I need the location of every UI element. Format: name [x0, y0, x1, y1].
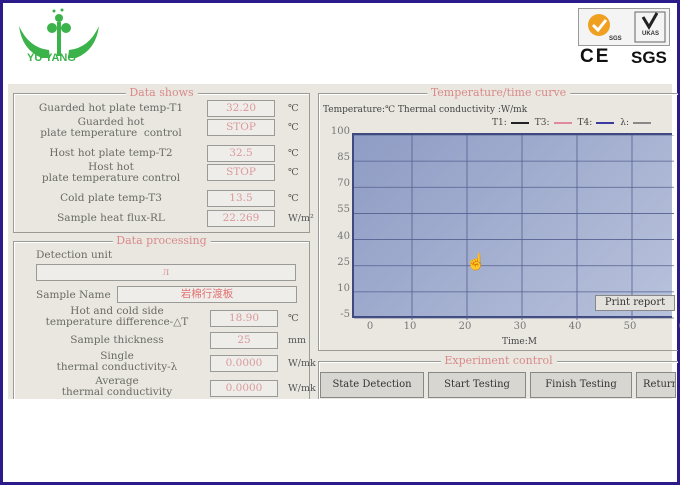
y-tick-label: 10: [337, 282, 350, 294]
y-tick-label: 70: [337, 178, 350, 190]
data-processing-panel: Data processing: [13, 234, 310, 401]
legend-entry: T1:: [492, 118, 529, 128]
row-value: 18.90: [210, 310, 278, 327]
hand-cursor-icon: ☝: [466, 252, 486, 271]
row-label: Host hot plate temp-T2: [49, 147, 173, 159]
y-tick-label: 25: [337, 256, 350, 268]
legend-entry: T4:: [578, 118, 615, 128]
curve-units-text: Temperature:℃ Thermal conductivity :W/mk: [323, 105, 528, 115]
x-axis-label: Time:M: [502, 337, 537, 347]
row-value: 0.0000: [210, 355, 278, 372]
legend-swatch: [553, 121, 572, 124]
row-unit: W/mk: [288, 358, 316, 369]
row-label: Guarded hot plate temp-T1: [38, 102, 184, 114]
x-tick-label: 50: [623, 321, 637, 332]
row-value: 32.20: [207, 100, 275, 117]
legend-entry: λ:: [620, 118, 652, 128]
sgs-ukas-icon: [588, 11, 666, 43]
row-label: Sample heat flux-RL: [57, 212, 165, 224]
sample-name-field[interactable]: 岩棉行渡板: [117, 286, 297, 303]
y-tick-label: 85: [337, 152, 350, 164]
row-label: Host hot plate temperature control: [41, 161, 181, 184]
row-label: Sample thickness: [70, 334, 164, 346]
x-tick-label: 10: [403, 321, 417, 332]
curve-panel: Temperature/time curve: [318, 86, 678, 351]
x-tick-label: 0: [366, 321, 374, 332]
detection-unit-label: Detection unit: [36, 249, 113, 261]
row-value: STOP: [207, 119, 275, 136]
row-label: Guarded hot plate temperature control: [40, 116, 182, 139]
row-value: 13.5: [207, 190, 275, 207]
row-unit: W/m²: [288, 213, 314, 224]
x-tick-label: 60: [677, 321, 680, 332]
detection-unit-field[interactable]: л: [36, 264, 296, 281]
x-tick-label: 20: [458, 321, 472, 332]
row-label: Single thermal conductivity-λ: [56, 350, 178, 373]
experiment-control-title: Experiment control: [440, 354, 557, 367]
row-unit: ℃: [288, 313, 299, 324]
finish-testing-button[interactable]: Finish Testing: [530, 372, 632, 398]
y-tick-label: 100: [330, 126, 350, 137]
chart-legend: T1: T3: T4: λ:: [492, 118, 657, 128]
ce-mark: CE: [580, 46, 611, 67]
row-unit: ℃: [288, 103, 299, 114]
certification-badges: SGS UKAS: [578, 8, 670, 46]
row-value: 25: [210, 332, 278, 349]
data-processing-title: Data processing: [112, 234, 211, 247]
experiment-control-panel: Experiment control: [318, 354, 678, 401]
legend-label: T1:: [492, 118, 507, 128]
legend-entry: T3:: [535, 118, 572, 128]
row-value: 0.0000: [210, 380, 278, 397]
bottom-blank: [8, 399, 672, 479]
legend-swatch: [510, 121, 529, 124]
row-value: STOP: [207, 164, 275, 181]
row-value: 22.269: [207, 210, 275, 227]
curve-title: Temperature/time curve: [426, 86, 571, 99]
sgs-cert-text: SGS: [609, 36, 622, 42]
y-tick-label: 40: [337, 230, 350, 242]
row-unit: mm: [288, 335, 307, 346]
logo-text: YU YANG: [27, 52, 76, 64]
x-tick-label: 40: [568, 321, 582, 332]
state-detection-button[interactable]: State Detection: [320, 372, 424, 398]
row-unit: ℃: [288, 167, 299, 178]
legend-label: T4:: [577, 118, 593, 128]
chart-plot-area: [352, 133, 674, 320]
legend-label: λ:: [620, 118, 630, 128]
y-tick-label: -5: [340, 309, 350, 320]
return-button[interactable]: Return: [636, 372, 676, 398]
row-value: 32.5: [207, 145, 275, 162]
print-report-button[interactable]: Print report: [595, 295, 675, 311]
legend-swatch: [596, 121, 615, 124]
row-label: Cold plate temp-T3: [60, 192, 162, 204]
legend-label: T3:: [534, 118, 550, 128]
sgs-mark: SGS: [631, 48, 667, 67]
row-unit: ℃: [288, 193, 299, 204]
sample-name-label: Sample Name: [36, 289, 111, 301]
yu-yang-logo-icon: [19, 8, 99, 58]
row-label: Hot and cold side temperature difference…: [45, 305, 189, 328]
y-tick-label: 55: [337, 204, 350, 216]
data-shows-panel: Data shows: [13, 86, 310, 233]
row-unit: W/mk: [288, 383, 316, 394]
row-unit: ℃: [288, 148, 299, 159]
ukas-cert-text: UKAS: [642, 31, 660, 37]
data-shows-title: Data shows: [125, 86, 198, 99]
legend-swatch: [633, 121, 652, 124]
row-unit: ℃: [288, 122, 299, 133]
start-testing-button[interactable]: Start Testing: [428, 372, 526, 398]
x-tick-label: 30: [513, 321, 527, 332]
row-label: Average thermal conductivity: [61, 375, 173, 398]
